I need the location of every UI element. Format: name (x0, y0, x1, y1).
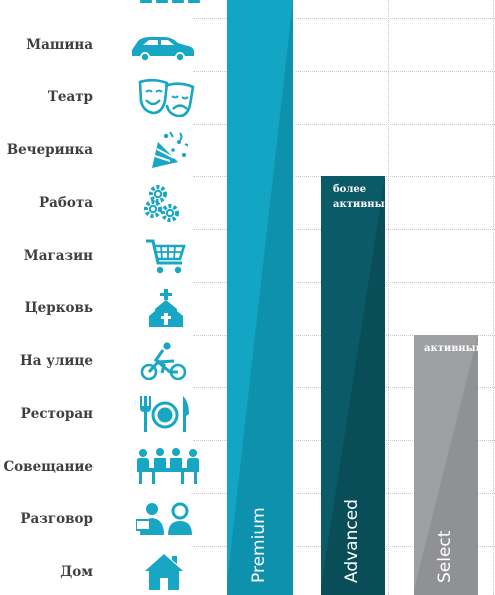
row-label: Ресторан (20, 406, 93, 422)
gridline-vertical (493, 0, 494, 595)
bar-advanced: Advanced более активный (321, 176, 385, 595)
row-label: Театр (47, 89, 93, 105)
bar-series-name: Premium (249, 507, 269, 583)
gridline (193, 71, 495, 72)
row-label: На улице (20, 353, 93, 369)
bar-shading (321, 176, 385, 595)
bar-shading (227, 0, 293, 595)
partial-icon (140, 0, 200, 3)
bar-note-line: более (333, 184, 367, 195)
row-label: Магазин (23, 248, 93, 264)
party-icon (152, 131, 188, 168)
cyclist-icon (140, 342, 186, 380)
row-label: Машина (26, 37, 93, 53)
bar-shading (414, 335, 478, 595)
car-icon (132, 37, 194, 62)
conversation-icon (136, 502, 192, 535)
gridline (193, 18, 495, 19)
row-label: Совещание (3, 459, 93, 475)
bar-premium: Premium (227, 0, 293, 595)
row-label: Дом (60, 564, 93, 580)
bar-series-name: Select (435, 530, 455, 583)
church-icon (149, 289, 183, 327)
bar-series-name: Advanced (342, 499, 362, 583)
gridline-vertical (388, 0, 389, 595)
gridline (193, 124, 495, 125)
row-label: Разговор (20, 511, 93, 527)
row-label: Работа (38, 195, 93, 211)
row-label: Церковь (24, 300, 93, 316)
bar-note-line: активный (424, 343, 478, 354)
gears-icon (144, 185, 179, 222)
shopping-cart-icon (146, 239, 186, 274)
theater-masks-icon (138, 78, 195, 117)
bar-note-line: активный (333, 199, 385, 210)
bar-select: Select активный (414, 335, 478, 595)
bar-note: активный (424, 341, 478, 356)
bar-note: более активный (333, 182, 385, 212)
house-icon (145, 554, 183, 590)
meeting-icon (137, 448, 199, 484)
cutlery-icon (140, 396, 189, 432)
row-label: Вечеринка (6, 142, 93, 158)
